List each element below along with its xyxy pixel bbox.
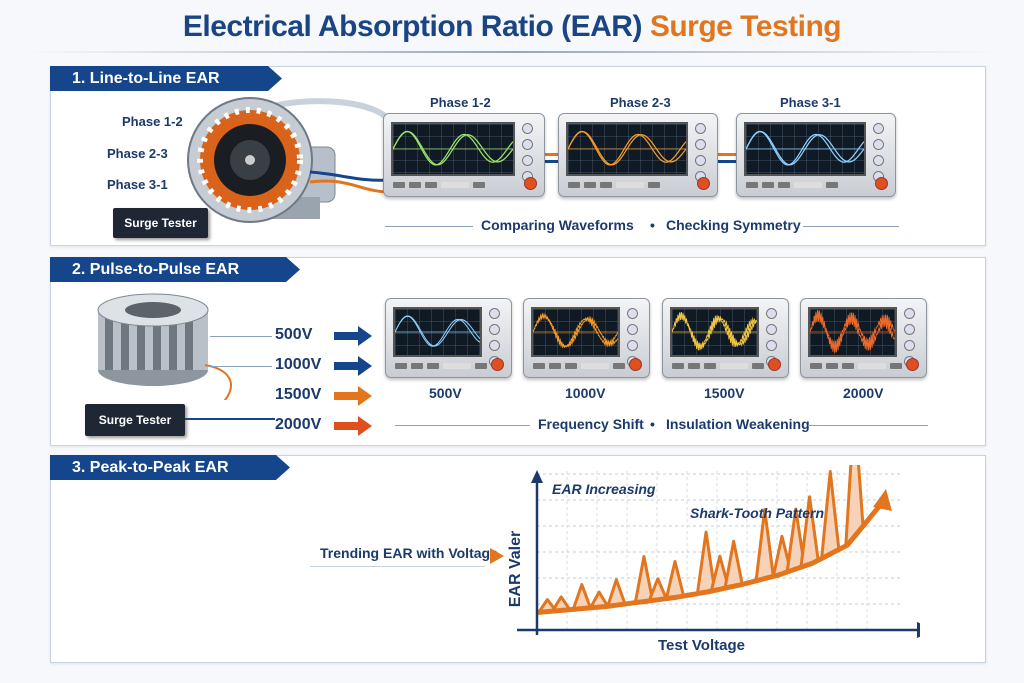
motor-label-phase-3-1: Phase 3-1	[107, 177, 168, 192]
section-banner: 1. Line-to-Line EAR	[50, 66, 282, 91]
arrow-right-icon	[334, 416, 372, 436]
oscilloscope-1500V	[662, 298, 789, 378]
waveform	[745, 130, 865, 166]
scope-label: Phase 2-3	[610, 95, 671, 110]
oscilloscope-2000V	[800, 298, 927, 378]
wire	[185, 418, 275, 420]
trend-label: Trending EAR with Voltage	[320, 545, 498, 561]
wire	[545, 160, 559, 163]
waveform	[392, 130, 514, 166]
caption-bullet: •	[650, 416, 655, 432]
scope-label: Phase 1-2	[430, 95, 491, 110]
scope-power-button	[491, 358, 504, 371]
scope-buttons	[568, 182, 660, 188]
wire	[545, 153, 559, 156]
y-axis-arrow	[531, 470, 543, 483]
scope-buttons	[533, 363, 625, 369]
voltage-level-label: 1000V	[275, 356, 322, 373]
page-title: Electrical Absorption Ratio (EAR) Surge …	[0, 10, 1024, 44]
shark-tooth-spike	[723, 539, 744, 590]
scope-voltage-label: 2000V	[843, 385, 884, 401]
leader-line	[210, 366, 272, 367]
oscilloscope-phase-3-1	[736, 113, 896, 197]
scope-screen	[393, 307, 482, 357]
wire	[718, 160, 736, 163]
section-banner: 3. Peak-to-Peak EAR	[50, 455, 290, 480]
waveform	[809, 310, 896, 353]
scope-power-button	[629, 358, 642, 371]
scope-screen	[531, 307, 620, 357]
caption-bullet: •	[650, 217, 655, 233]
title-accent: Surge Testing	[649, 10, 842, 43]
scope-power-button	[697, 177, 710, 190]
ear-trend-chart	[517, 465, 920, 638]
x-axis-arrow	[917, 622, 920, 638]
scope-buttons	[393, 182, 485, 188]
stator-core-icon	[97, 293, 232, 400]
oscilloscope-1000V	[523, 298, 650, 378]
scope-buttons	[395, 363, 487, 369]
wire	[718, 153, 736, 156]
caption-comparing-waveforms: Comparing Waveforms	[481, 217, 634, 233]
voltage-level-label: 500V	[275, 326, 313, 343]
caption-checking-symmetry: Checking Symmetry	[666, 217, 801, 233]
waveform	[671, 311, 758, 351]
annotation-ear-increasing: EAR Increasing	[552, 481, 656, 497]
arrow-right-icon	[334, 356, 372, 376]
arrow-right-icon	[334, 386, 372, 406]
shark-tooth-spike	[664, 560, 686, 601]
x-axis-label: Test Voltage	[658, 637, 745, 654]
scope-power-button	[875, 177, 888, 190]
title-main: Electrical Absorption Ratio (EAR)	[182, 10, 643, 43]
surge-tester-box: Surge Tester	[113, 208, 208, 238]
scope-power-button	[906, 358, 919, 371]
surge-tester-box: Surge Tester	[85, 404, 185, 436]
leader-line	[210, 336, 272, 337]
scope-power-button	[768, 358, 781, 371]
scope-buttons	[672, 363, 764, 369]
divider	[803, 226, 899, 227]
scope-voltage-label: 500V	[429, 385, 462, 401]
divider	[395, 425, 530, 426]
voltage-level-label: 2000V	[275, 416, 322, 433]
scope-buttons	[810, 363, 902, 369]
oscilloscope-phase-1-2	[383, 113, 545, 197]
scope-screen	[670, 307, 759, 357]
scope-knobs	[695, 123, 711, 187]
motor-label-phase-1-2: Phase 1-2	[122, 114, 183, 129]
scope-voltage-label: 1500V	[704, 385, 745, 401]
motor-stator-icon	[187, 97, 390, 223]
waveform	[567, 130, 687, 166]
divider	[808, 425, 928, 426]
scope-buttons	[746, 182, 838, 188]
scope-label: Phase 3-1	[780, 95, 841, 110]
divider	[385, 226, 473, 227]
arrow-right-icon	[334, 326, 372, 346]
oscilloscope-phase-2-3	[558, 113, 718, 197]
trend-arrowhead	[873, 489, 892, 511]
ear-trend-curve	[536, 501, 884, 615]
scope-voltage-label: 1000V	[565, 385, 606, 401]
title-divider	[30, 51, 994, 53]
section-banner: 2. Pulse-to-Pulse EAR	[50, 257, 300, 282]
caption-insulation-weakening: Insulation Weakening	[666, 416, 810, 432]
trend-arrow-icon	[490, 548, 504, 564]
scope-screen	[808, 307, 897, 357]
waveform	[394, 315, 481, 347]
scope-screen	[744, 122, 866, 176]
scope-power-button	[524, 177, 537, 190]
shark-tooth-spike	[820, 470, 841, 560]
annotation-shark-tooth: Shark-Tooth Pattern	[690, 505, 825, 521]
scope-screen	[566, 122, 688, 176]
y-axis-label: EAR Valer	[507, 530, 525, 608]
scope-screen	[391, 122, 515, 176]
trend-underline	[310, 566, 485, 567]
waveform	[532, 312, 619, 349]
oscilloscope-500V	[385, 298, 512, 378]
voltage-level-label: 1500V	[275, 386, 322, 403]
caption-frequency-shift: Frequency Shift	[538, 416, 644, 432]
motor-label-phase-2-3: Phase 2-3	[107, 146, 168, 161]
